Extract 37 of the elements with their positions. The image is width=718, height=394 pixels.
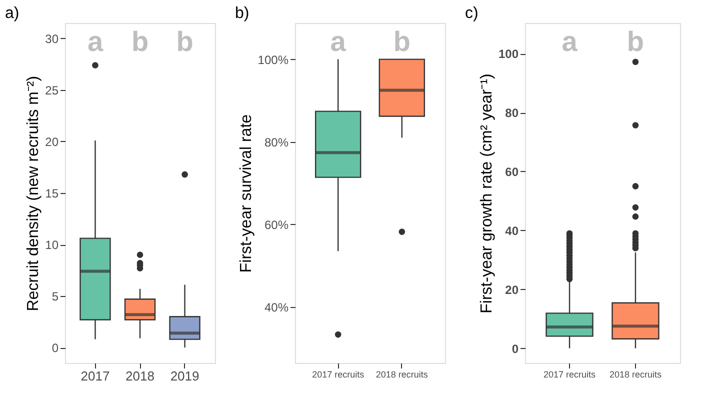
y-axis-title: Recruit density (new recruits m⁻²) [25, 76, 42, 312]
y-axis-title: First-year growth rate (cm² year⁻¹) [478, 74, 496, 314]
y-axis-title: First-year survival rate [238, 114, 255, 273]
y-tick-label: 20 [45, 134, 59, 149]
x-tick-label: 2018 recruits [376, 370, 428, 380]
y-tick-label: 100 [498, 47, 519, 62]
x-tick-label: 2018 recruits [609, 370, 662, 380]
y-tick-label: 80% [264, 135, 289, 150]
x-tick-label: 2019 [170, 368, 200, 384]
x-tick-label: 2017 recruits [544, 370, 596, 380]
annotation: b [176, 26, 194, 57]
annotation: a [87, 26, 104, 57]
y-tick-label: 60% [264, 218, 289, 232]
annotation: b [393, 26, 410, 57]
y-tick-label: 0 [512, 342, 519, 356]
chart-title: c) [465, 5, 478, 22]
y-tick-label: 5 [52, 290, 59, 304]
annotation: b [626, 26, 644, 57]
y-tick-label: 80 [505, 106, 519, 120]
y-tick-label: 100% [258, 52, 289, 67]
y-tick-label: 10 [45, 238, 59, 252]
chart-title: b) [235, 5, 250, 22]
annotation: a [330, 26, 346, 57]
y-tick-label: 20 [505, 282, 519, 297]
y-tick-label: 15 [45, 186, 59, 200]
annotation: a [562, 26, 578, 57]
x-tick-label: 2018 [126, 368, 154, 384]
y-tick-label: 40% [264, 300, 289, 314]
y-tick-label: 0 [52, 341, 59, 356]
chart-title: a) [5, 5, 20, 22]
y-tick-label: 30 [45, 32, 59, 46]
y-tick-label: 60 [505, 164, 519, 179]
y-tick-label: 40 [505, 224, 519, 238]
x-tick-label: 2017 recruits [312, 370, 365, 380]
y-tick-label: 25 [45, 83, 59, 98]
x-tick-label: 2017 [80, 368, 110, 384]
annotation: b [131, 26, 149, 57]
